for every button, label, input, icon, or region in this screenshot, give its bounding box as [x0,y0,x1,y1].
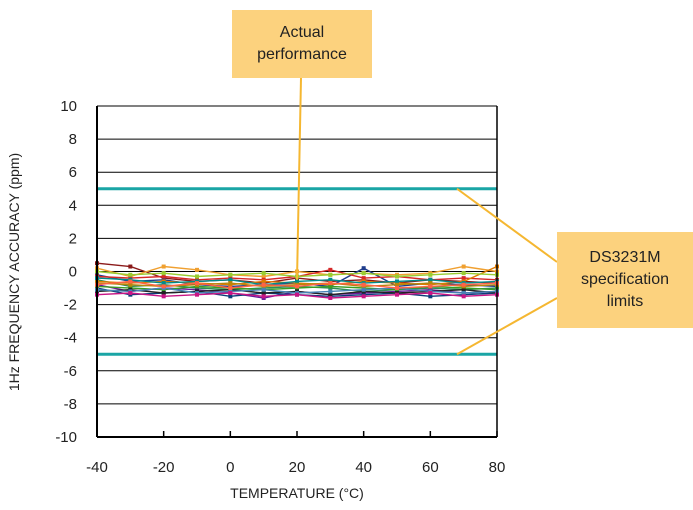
series-point [361,282,366,287]
callout-spec-line-1: DS3231M [589,249,661,266]
series-point [395,286,399,291]
callout-actual-performance: Actual performance [232,10,372,78]
series-point [161,291,166,296]
series-point [228,277,233,282]
series-point [161,281,166,286]
series-point [261,294,266,299]
x-tick-label: 0 [226,459,234,476]
series-point [195,274,199,279]
series-point [395,279,399,284]
x-tick-label: -40 [86,459,108,476]
series-point [361,287,366,292]
series-point [161,284,166,289]
series-point [328,295,333,300]
y-tick-label: 2 [69,230,77,247]
series-point [361,266,366,271]
y-tick-label: -4 [64,330,77,347]
series-point [128,279,133,284]
y-tick-label: -10 [55,429,77,446]
series-point [428,284,433,289]
x-tick-label: 40 [355,459,372,476]
callout-spec-limits: DS3231M specification limits [557,232,693,328]
series-point [461,294,466,299]
series-point [395,274,399,279]
x-axis-title: TEMPERATURE (°C) [230,485,364,501]
series-point [128,272,133,277]
series-point [228,286,233,291]
leader-actual [296,77,302,280]
spec-limit-lines [97,187,497,356]
series-point [228,281,233,286]
y-tick-label: 0 [69,264,77,281]
series-point [328,272,333,277]
series-point [228,294,233,299]
series-point [261,274,266,279]
callout-actual-line-1: Actual [279,24,325,41]
y-tick-label: -2 [64,297,77,314]
y-tick-label: 4 [69,197,77,214]
series-point [295,292,299,297]
y-tick-label: 6 [69,164,77,181]
series-point [161,294,166,299]
callout-actual-line-2: performance [257,46,347,63]
series-point [461,287,466,292]
series-point [161,274,166,279]
series-point [461,264,466,269]
y-tick-label: -6 [64,363,77,380]
y-tick-label: 8 [69,131,77,148]
series-point [261,279,266,284]
series-point [161,271,166,276]
series-point [195,281,199,286]
callout-leader-lines [296,77,558,356]
x-tick-label: 80 [489,459,506,476]
series-point [428,277,433,282]
axes [96,105,498,438]
series-point [461,291,466,296]
series-point [395,282,399,287]
series-point [461,282,466,287]
series-point [261,287,266,292]
series-point [261,282,266,287]
series-point [328,277,333,282]
series-point [228,272,233,277]
series-point [261,291,266,296]
series-point [361,276,366,281]
series-point [328,281,333,286]
callout-spec-line-2: specification [580,271,670,288]
leader-spec [456,297,558,356]
series-point [461,276,466,281]
callout-spec-line-3: limits [606,293,644,310]
series-point [361,294,366,299]
series-point [128,264,133,269]
series-point [428,291,433,296]
series-point [295,279,299,284]
x-tick-label: 20 [289,459,306,476]
series-point [328,267,333,272]
y-tick-label: 10 [60,98,77,115]
series-point [395,292,399,297]
x-tick-label: 60 [422,459,439,476]
y-axis-title: 1Hz FREQUENCY ACCURACY (ppm) [6,153,22,391]
series-point [428,281,433,286]
leader-spec [456,187,558,263]
series-point [195,292,199,297]
series-point [428,272,433,277]
series-point [128,291,133,296]
y-tick-label: -8 [64,396,77,413]
series-point [128,282,133,287]
series-point [428,294,433,299]
series-point [261,271,266,276]
series-point [228,291,233,296]
series-point [328,292,333,297]
series-point [195,267,199,272]
series-point [328,284,333,289]
series-point [328,289,333,294]
x-tick-label: -20 [153,459,175,476]
series-point [161,264,166,269]
series-point [295,284,299,289]
series-point [461,271,466,276]
series-point [361,271,366,276]
